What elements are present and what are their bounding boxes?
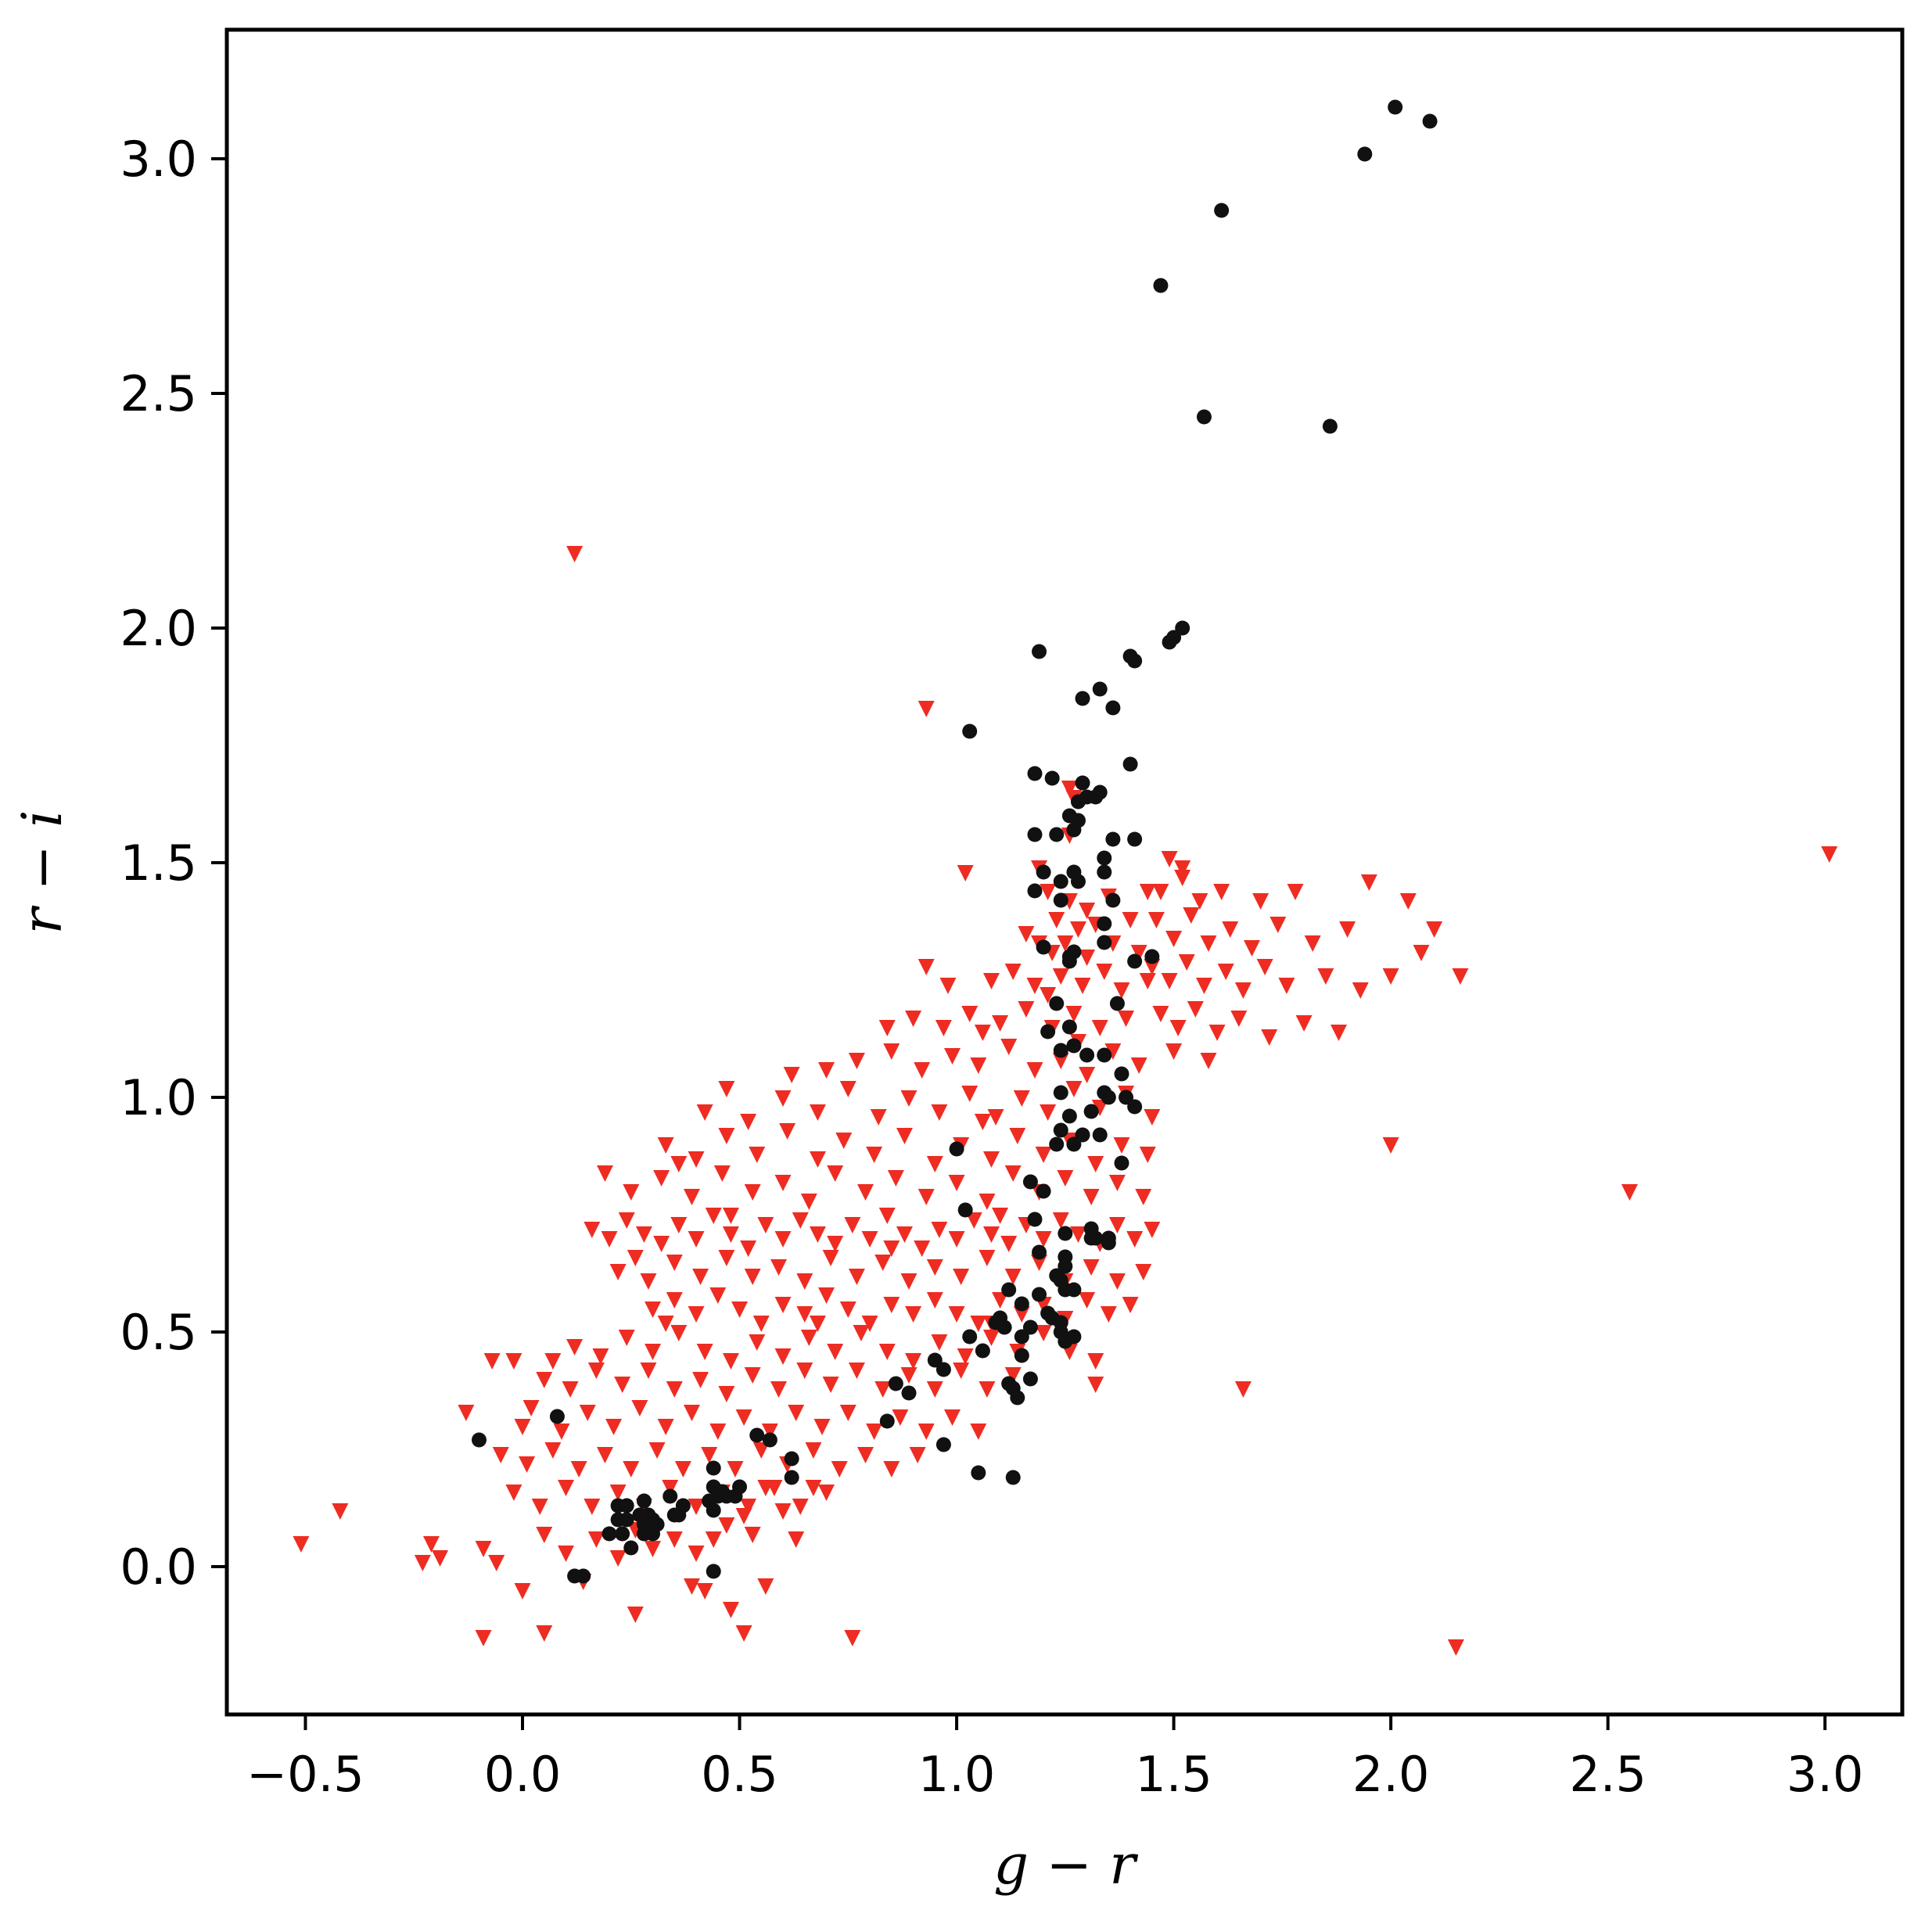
axes-box xyxy=(224,27,1905,1717)
x-tick-label: 0.5 xyxy=(701,1746,778,1803)
x-tick-label: 2.0 xyxy=(1352,1746,1430,1803)
y-tick-label: 2.5 xyxy=(120,365,197,422)
y-tick-label: 0.0 xyxy=(120,1538,197,1596)
y-tick-label: 2.0 xyxy=(120,600,197,657)
y-tick-label: 1.5 xyxy=(120,835,197,892)
x-tick-label: 2.5 xyxy=(1569,1746,1647,1803)
y-tick-label: 0.5 xyxy=(120,1304,197,1361)
red-triangle-series xyxy=(293,546,1838,1656)
x-tick-label: 1.5 xyxy=(1135,1746,1212,1803)
x-tick-label: −0.5 xyxy=(246,1746,364,1803)
x-tick-label: 1.0 xyxy=(918,1746,996,1803)
axis-ticks xyxy=(211,157,1827,1730)
y-axis-label: r − i xyxy=(10,810,74,934)
tick-labels: −0.5 0.0 0.5 1.0 1.5 2.0 2.5 3.0 0.0 0.5 1.0 1.5 2.0… xyxy=(120,131,1863,1803)
y-tick-label: 3.0 xyxy=(120,131,197,188)
x-tick-label: 0.0 xyxy=(484,1746,562,1803)
x-tick-label: 3.0 xyxy=(1787,1746,1864,1803)
x-axis-label: g − r xyxy=(993,1833,1138,1897)
y-tick-label: 1.0 xyxy=(120,1069,197,1126)
black-dot-series xyxy=(471,99,1438,1584)
